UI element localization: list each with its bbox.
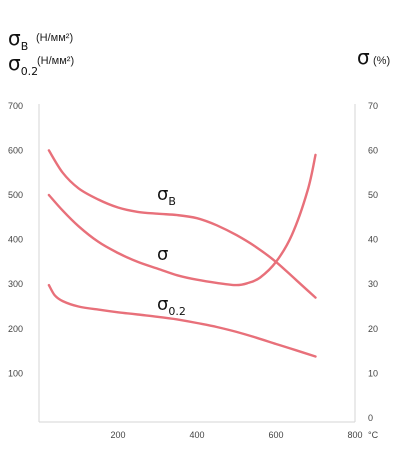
x-tick-label: 800 [347,430,362,440]
left-title-b-symbol: σ [8,26,21,50]
left-title-02-symbol: σ [8,51,21,75]
right-tick-label: 20 [368,324,378,334]
right-title-symbol: σ [357,45,370,69]
left-tick-label: 600 [8,145,23,155]
left-axis-title-sigma-02: σ0.2 (H/мм²) [8,51,74,78]
x-tick-label: 200 [110,430,125,440]
right-tick-label: 40 [368,235,378,245]
svg-text:σB: σB [8,26,28,53]
right-tick-label: 0 [368,413,373,423]
series-label-sigma: σ [157,244,168,265]
series-label-symbol: σ [157,294,168,315]
series-line-sigma [47,153,317,287]
left-title-02-subscript: 0.2 [21,65,39,78]
left-tick-label: 200 [8,324,23,334]
left-tick-label: 300 [8,279,23,289]
series-label-subscript: B [168,195,176,208]
right-tick-label: 50 [368,190,378,200]
right-tick-label: 30 [368,279,378,289]
left-tick-label: 500 [8,190,23,200]
series-line-sigma-02 [47,283,317,358]
right-tick-label: 10 [368,368,378,378]
series-label-symbol: σ [157,184,168,205]
x-tick-label: 600 [268,430,283,440]
series-group [47,149,317,358]
x-tick-label: 400 [189,430,204,440]
series-label-subscript: 0.2 [168,305,186,318]
left-title-b-unit: (H/мм²) [36,32,73,44]
left-axis-title-sigma-b: σB (H/мм²) [8,26,73,53]
left-title-b-subscript: B [21,40,29,53]
left-tick-label: 700 [8,101,23,111]
x-axis-unit: °C [368,430,379,440]
series-label-sigma-02: σ0.2 [157,294,186,318]
right-tick-label: 60 [368,145,378,155]
svg-text:σ0.2: σ0.2 [8,51,38,78]
series-label-symbol: σ [157,244,168,265]
left-tick-label: 400 [8,235,23,245]
right-title-unit: (%) [373,55,390,67]
series-label-sigma-b: σB [157,184,176,208]
right-tick-label: 70 [368,101,378,111]
series-line-sigma-b [47,149,317,299]
left-title-02-unit: (H/мм²) [37,55,74,67]
right-axis-title: σ (%) [357,45,390,69]
left-tick-label: 100 [8,368,23,378]
